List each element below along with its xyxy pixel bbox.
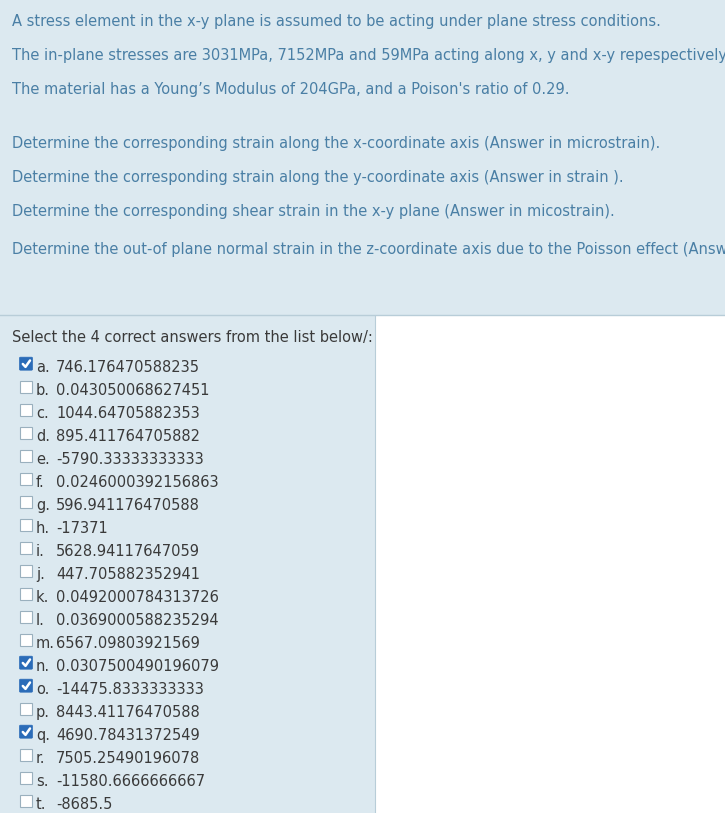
Text: k.: k.	[36, 590, 49, 605]
FancyBboxPatch shape	[20, 588, 32, 600]
Text: 746.176470588235: 746.176470588235	[56, 360, 200, 375]
Text: 0.0307500490196079: 0.0307500490196079	[56, 659, 219, 674]
Text: r.: r.	[36, 751, 46, 766]
Text: Determine the corresponding strain along the y-coordinate axis (Answer in strain: Determine the corresponding strain along…	[12, 170, 624, 185]
Text: -5790.33333333333: -5790.33333333333	[56, 452, 204, 467]
Text: q.: q.	[36, 728, 50, 743]
Text: A stress element in the x-y plane is assumed to be acting under plane stress con: A stress element in the x-y plane is ass…	[12, 14, 661, 29]
Text: j.: j.	[36, 567, 45, 582]
Text: Determine the out-of plane normal strain in the z-coordinate axis due to the Poi: Determine the out-of plane normal strain…	[12, 242, 725, 257]
FancyBboxPatch shape	[20, 541, 32, 554]
Text: 0.043050068627451: 0.043050068627451	[56, 383, 210, 398]
Text: Select the 4 correct answers from the list below/:: Select the 4 correct answers from the li…	[12, 330, 373, 345]
Text: m.: m.	[36, 636, 55, 651]
FancyBboxPatch shape	[20, 725, 33, 738]
Text: 7505.25490196078: 7505.25490196078	[56, 751, 200, 766]
FancyBboxPatch shape	[20, 611, 32, 623]
FancyBboxPatch shape	[20, 702, 32, 715]
Text: 8443.41176470588: 8443.41176470588	[56, 705, 200, 720]
FancyBboxPatch shape	[20, 519, 32, 531]
Text: b.: b.	[36, 383, 50, 398]
Text: -14475.8333333333: -14475.8333333333	[56, 682, 204, 697]
Text: 1044.64705882353: 1044.64705882353	[56, 406, 200, 421]
Text: The material has a Young’s Modulus of 204GPa, and a Poison's ratio of 0.29.: The material has a Young’s Modulus of 20…	[12, 82, 570, 97]
Text: o.: o.	[36, 682, 49, 697]
FancyBboxPatch shape	[20, 450, 32, 462]
FancyBboxPatch shape	[20, 565, 32, 576]
FancyBboxPatch shape	[20, 472, 32, 485]
Text: l.: l.	[36, 613, 45, 628]
FancyBboxPatch shape	[20, 427, 32, 439]
Text: e.: e.	[36, 452, 50, 467]
FancyBboxPatch shape	[20, 633, 32, 646]
Text: 4690.78431372549: 4690.78431372549	[56, 728, 200, 743]
FancyBboxPatch shape	[20, 679, 33, 692]
Text: f.: f.	[36, 475, 45, 490]
FancyBboxPatch shape	[20, 380, 32, 393]
Text: h.: h.	[36, 521, 50, 536]
Text: 447.705882352941: 447.705882352941	[56, 567, 200, 582]
FancyBboxPatch shape	[20, 404, 32, 415]
FancyBboxPatch shape	[20, 772, 32, 784]
FancyBboxPatch shape	[20, 496, 32, 507]
Text: 6567.09803921569: 6567.09803921569	[56, 636, 200, 651]
Text: -8685.5: -8685.5	[56, 797, 112, 812]
Text: -11580.6666666667: -11580.6666666667	[56, 774, 205, 789]
Text: 0.0246000392156863: 0.0246000392156863	[56, 475, 219, 490]
Text: 0.0492000784313726: 0.0492000784313726	[56, 590, 219, 605]
Text: g.: g.	[36, 498, 50, 513]
FancyBboxPatch shape	[20, 749, 32, 761]
Text: 0.0369000588235294: 0.0369000588235294	[56, 613, 219, 628]
Text: i.: i.	[36, 544, 45, 559]
Text: The in-plane stresses are 3031MPa, 7152MPa and 59MPa acting along x, y and x-y r: The in-plane stresses are 3031MPa, 7152M…	[12, 48, 725, 63]
FancyBboxPatch shape	[20, 357, 33, 370]
Text: s.: s.	[36, 774, 49, 789]
Text: 895.411764705882: 895.411764705882	[56, 429, 200, 444]
FancyBboxPatch shape	[20, 794, 32, 806]
Text: a.: a.	[36, 360, 50, 375]
FancyBboxPatch shape	[0, 316, 375, 813]
Text: Determine the corresponding strain along the x-coordinate axis (Answer in micros: Determine the corresponding strain along…	[12, 136, 660, 151]
Text: d.: d.	[36, 429, 50, 444]
Text: Determine the corresponding shear strain in the x-y plane (Answer in micostrain): Determine the corresponding shear strain…	[12, 204, 615, 219]
Text: n.: n.	[36, 659, 50, 674]
Text: p.: p.	[36, 705, 50, 720]
Text: 596.941176470588: 596.941176470588	[56, 498, 200, 513]
Text: 5628.94117647059: 5628.94117647059	[56, 544, 200, 559]
FancyBboxPatch shape	[0, 0, 725, 315]
Text: -17371: -17371	[56, 521, 108, 536]
FancyBboxPatch shape	[20, 656, 33, 669]
Text: c.: c.	[36, 406, 49, 421]
Text: t.: t.	[36, 797, 46, 812]
